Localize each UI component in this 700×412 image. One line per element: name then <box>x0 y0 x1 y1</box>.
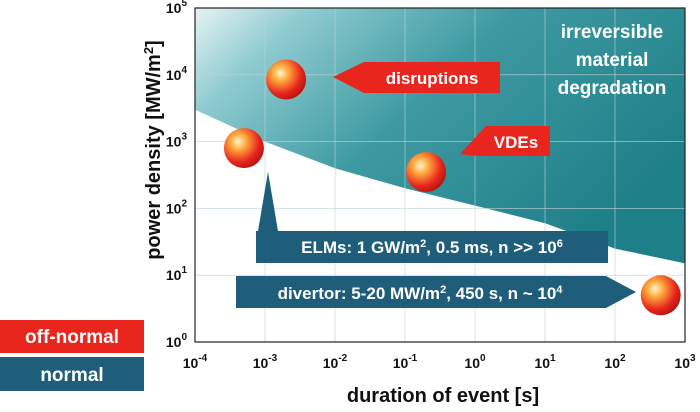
region-label-line-1: irreversible <box>561 22 663 43</box>
x-tick-label: 10-3 <box>253 353 278 371</box>
legend-normal-label: normal <box>40 365 103 386</box>
disruptions-callout <box>333 62 500 93</box>
x-tick-label: 101 <box>534 353 556 371</box>
vdes-point[interactable] <box>406 152 447 193</box>
region-label-line-2: material <box>576 50 649 71</box>
elms-callout-pointer <box>258 172 278 231</box>
x-tick-label: 103 <box>674 353 696 371</box>
y-tick-label: 104 <box>166 65 188 83</box>
x-axis-label: duration of event [s] <box>347 385 539 407</box>
region-label-line-3: degradation <box>558 78 667 99</box>
x-tick-label: 10-2 <box>323 353 348 371</box>
y-tick-label: 103 <box>166 132 188 150</box>
x-tick-label: 102 <box>604 353 626 371</box>
plot-frame <box>194 7 686 343</box>
y-tick-label: 105 <box>166 0 188 16</box>
elms-label: ELMs: 1 GW/m2, 0.5 ms, n >> 106 <box>301 238 563 257</box>
elms-point[interactable] <box>223 128 264 169</box>
x-tick-labels: 10-4 10-3 10-2 10-1 100 101 102 103 <box>183 353 696 371</box>
legend-off-normal-swatch[interactable] <box>0 320 144 353</box>
x-tick-label: 100 <box>464 353 486 371</box>
elms-callout <box>256 170 608 263</box>
vdes-label: VDEs <box>494 133 538 152</box>
disruptions-label: disruptions <box>386 69 479 88</box>
divertor-point[interactable] <box>640 275 681 316</box>
divertor-callout <box>236 276 636 308</box>
x-tick-label: 10-1 <box>393 353 418 371</box>
x-tick-label: 10-4 <box>183 353 208 371</box>
event-points <box>223 59 681 316</box>
divertor-label: divertor: 5-20 MW/m2, 450 s, n ~ 104 <box>278 284 564 303</box>
irreversible-degradation-region <box>195 8 685 264</box>
legend-normal-swatch[interactable] <box>0 357 144 391</box>
y-tick-labels: 100 101 102 103 104 105 <box>166 0 188 350</box>
legend-off-normal-label: off-normal <box>25 327 119 348</box>
y-tick-label: 100 <box>166 332 188 350</box>
y-tick-label: 102 <box>166 198 188 216</box>
y-axis-label: power density [MW/m2] <box>141 40 166 259</box>
y-tick-label: 101 <box>166 265 188 283</box>
vdes-callout <box>460 126 550 156</box>
disruptions-point[interactable] <box>266 59 307 100</box>
